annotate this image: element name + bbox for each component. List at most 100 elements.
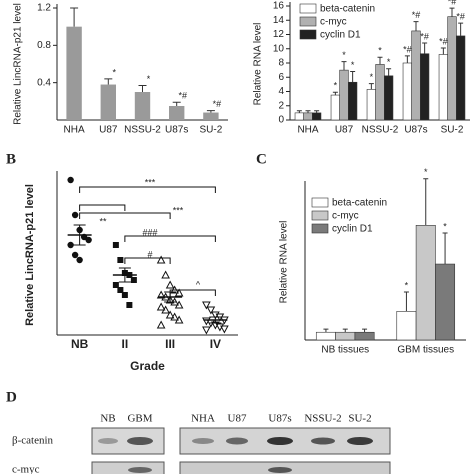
x-tick-label: U87	[99, 125, 118, 136]
x-tick-label: IV	[210, 337, 221, 351]
data-point	[174, 315, 184, 324]
data-point	[174, 288, 184, 297]
error-bar	[449, 7, 455, 17]
y-tick-label: 16	[273, 1, 285, 12]
x-tick-label: U87	[335, 125, 354, 136]
panel-label: C	[256, 151, 267, 167]
error-bar	[305, 110, 311, 113]
lane-label: NHA	[191, 413, 215, 425]
x-tick-label: SU-2	[441, 125, 464, 136]
blot-band	[127, 437, 153, 445]
bar	[435, 263, 456, 341]
y-tick-label: 12	[273, 29, 285, 40]
annotation: *	[387, 57, 391, 67]
error-bar	[368, 83, 374, 90]
data-point	[71, 251, 79, 259]
legend-swatch	[311, 210, 329, 221]
data-point	[121, 292, 128, 298]
bar	[203, 112, 219, 120]
blot-band	[192, 438, 214, 444]
lane-label: NSSU-2	[304, 413, 341, 425]
bar	[312, 112, 322, 121]
legend-label: cyclin D1	[332, 224, 373, 235]
bar	[411, 30, 421, 121]
bar	[396, 311, 417, 341]
data-point	[76, 256, 83, 264]
data-point	[112, 282, 119, 288]
legend-label: c-myc	[332, 211, 359, 222]
y-tick-label: 1.2	[37, 3, 51, 14]
annotation: *#	[178, 91, 187, 101]
row-label: c-myc	[12, 464, 40, 474]
blot-band	[347, 437, 373, 445]
annotation: *	[370, 72, 374, 82]
error-bar	[332, 91, 338, 96]
blot-image	[91, 461, 165, 474]
bar	[100, 84, 116, 120]
y-axis-label: Relative RNA level	[279, 221, 290, 304]
panel-label: D	[6, 389, 17, 405]
error-bar	[404, 55, 410, 63]
x-tick-label: NB	[71, 337, 89, 351]
error-bar	[138, 84, 147, 92]
error-bar	[296, 110, 302, 113]
y-axis-label: Relative RNA level	[253, 23, 264, 106]
significance-label: **	[99, 216, 107, 226]
annotation: *#	[213, 99, 222, 109]
legend-swatch	[299, 16, 317, 27]
row-label: β-catenin	[12, 435, 54, 447]
legend-label: beta-catenin	[320, 4, 375, 15]
data-point	[156, 290, 166, 299]
data-point	[126, 302, 133, 308]
annotation: *	[147, 74, 151, 84]
x-tick-label: U87s	[165, 125, 188, 136]
error-bar	[442, 232, 448, 265]
bar	[438, 54, 448, 121]
legend-swatch	[311, 223, 329, 234]
error-bar	[314, 110, 320, 113]
data-point	[117, 287, 124, 293]
error-bar	[423, 178, 429, 226]
bar	[420, 53, 430, 121]
legend-swatch	[311, 197, 329, 208]
annotation: *#	[412, 10, 421, 20]
x-tick-label: NB tissues	[321, 345, 369, 356]
data-point	[202, 326, 211, 335]
annotation: *#	[420, 31, 429, 41]
data-point	[174, 300, 184, 309]
bar	[134, 92, 151, 120]
error-bar	[377, 56, 383, 65]
significance-label: ^	[196, 279, 201, 289]
y-axis-label: Relative LincRNA-p21 level	[24, 184, 36, 326]
data-point	[156, 302, 166, 311]
data-point	[117, 257, 124, 263]
x-tick-label: III	[165, 337, 175, 351]
x-tick-label: GBM tissues	[397, 345, 454, 356]
bar	[294, 112, 304, 121]
data-point	[156, 255, 166, 264]
blot-band	[98, 438, 118, 444]
data-point	[165, 295, 175, 304]
error-bar	[422, 42, 428, 54]
legend-swatch	[299, 29, 317, 40]
x-tick-label: NHA	[64, 125, 85, 136]
data-point	[220, 325, 229, 334]
lane-label: SU-2	[348, 413, 371, 425]
data-point	[161, 270, 170, 279]
significance-label: ###	[142, 227, 157, 237]
blot-band	[226, 437, 248, 445]
bar	[366, 89, 376, 121]
legend-label: cyclin D1	[320, 30, 361, 41]
data-point	[71, 211, 79, 219]
bar	[330, 94, 340, 121]
significance-bracket	[124, 235, 216, 242]
error-bar	[413, 21, 419, 31]
annotation: *#	[403, 44, 412, 54]
x-tick-label: NHA	[297, 125, 318, 136]
annotation: *	[378, 46, 382, 56]
data-point	[130, 277, 137, 283]
error-bar	[70, 7, 79, 27]
y-tick-label: 2	[278, 100, 284, 111]
lane-label: U87s	[268, 413, 291, 425]
x-tick-label: II	[122, 337, 129, 351]
